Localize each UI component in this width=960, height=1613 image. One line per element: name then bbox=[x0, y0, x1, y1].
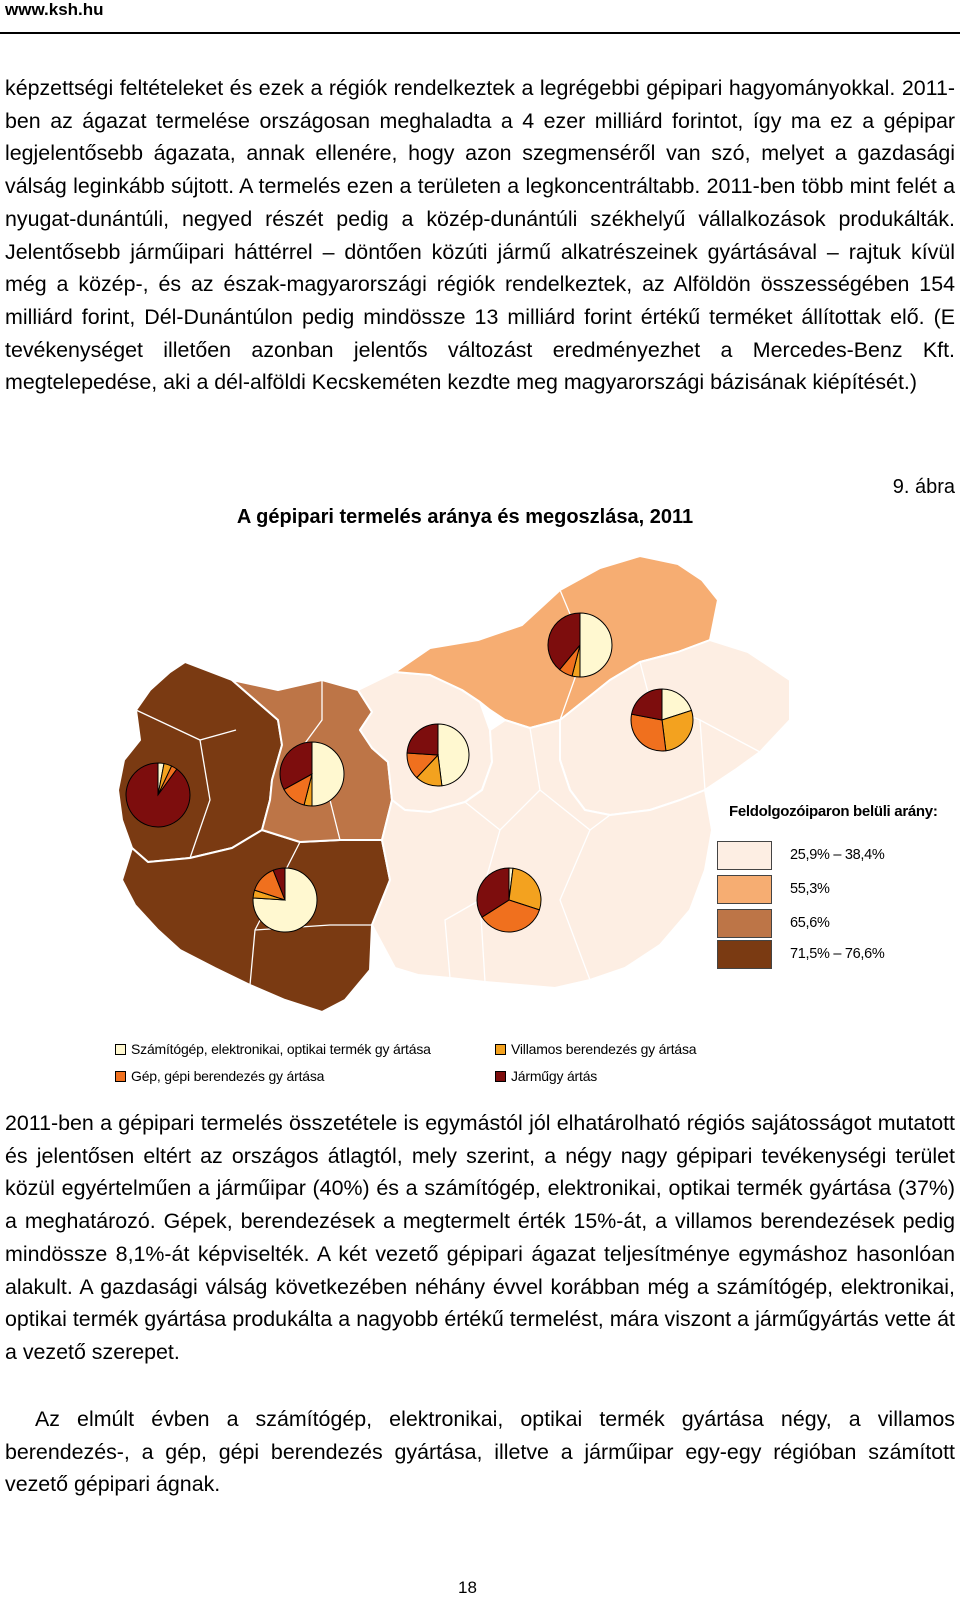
legend-label: Járműgy ártás bbox=[511, 1068, 598, 1084]
legend-label: Számítógép, elektronikai, optikai termék… bbox=[131, 1041, 431, 1057]
figure-number: 9. ábra bbox=[892, 476, 955, 498]
legend-swatch bbox=[115, 1071, 126, 1082]
pie-nyugat-dunantul bbox=[125, 762, 191, 828]
pie-slice bbox=[481, 899, 541, 933]
legend-label: 25,9% – 38,4% bbox=[790, 847, 885, 863]
pie-slice bbox=[279, 741, 313, 791]
legend-swatch bbox=[717, 875, 772, 904]
body-paragraph-2: 2011-ben a gépipari termelés összetétele… bbox=[5, 1111, 955, 1364]
pie-slice bbox=[272, 867, 286, 901]
pie-kozep-magyarorszag bbox=[406, 723, 470, 787]
page-number: 18 bbox=[458, 1578, 477, 1597]
legend-swatch bbox=[717, 841, 772, 870]
pie-slice bbox=[630, 713, 667, 752]
legend-label: 65,6% bbox=[790, 915, 830, 931]
legend-swatch bbox=[115, 1044, 126, 1055]
pie-kozep-dunantul bbox=[279, 741, 345, 807]
pie-slice bbox=[508, 867, 542, 911]
header-rule bbox=[0, 32, 960, 34]
figure-title: A gépipari termelés aránya és megoszlása… bbox=[236, 506, 694, 528]
body-paragraph-3: Az elmúlt évben a számítógép, elektronik… bbox=[5, 1407, 955, 1497]
legend-label: 71,5% – 76,6% bbox=[790, 946, 885, 962]
pie-del-alfold bbox=[476, 867, 542, 933]
pie-del-dunantul bbox=[252, 867, 318, 933]
pie-slice bbox=[406, 723, 439, 756]
legend-label: Villamos berendezés gy ártása bbox=[511, 1041, 697, 1057]
site-url[interactable]: www.ksh.hu bbox=[5, 0, 104, 19]
pie-slice bbox=[630, 688, 663, 721]
pie-eszak-alfold bbox=[630, 688, 694, 752]
pie-charts bbox=[125, 612, 694, 933]
pie-slice bbox=[547, 612, 581, 671]
region-del-alfold bbox=[371, 719, 713, 989]
legend-label: 55,3% bbox=[790, 881, 830, 897]
legend-swatch bbox=[495, 1071, 506, 1082]
pie-slice bbox=[125, 762, 191, 828]
hungary-region-map bbox=[117, 555, 791, 1013]
legend-label: Gép, gépi berendezés gy ártása bbox=[131, 1068, 325, 1084]
legend-swatch bbox=[717, 909, 772, 938]
pie-slice bbox=[476, 867, 510, 918]
pie-eszak-magyarorszag bbox=[547, 612, 613, 678]
legend-swatch bbox=[495, 1044, 506, 1055]
region-del-dunantul bbox=[121, 829, 391, 1013]
pie-slice bbox=[661, 709, 694, 752]
pie-slice bbox=[437, 723, 470, 787]
choropleth-legend-title: Feldolgozóiparon belüli arány: bbox=[729, 803, 938, 820]
pie-slice bbox=[661, 688, 693, 721]
legend-swatch bbox=[717, 940, 772, 969]
body-paragraph-1: képzettségi feltételeket és ezek a régió… bbox=[5, 76, 955, 395]
pie-slice bbox=[311, 741, 345, 807]
pie-slice bbox=[579, 612, 613, 678]
